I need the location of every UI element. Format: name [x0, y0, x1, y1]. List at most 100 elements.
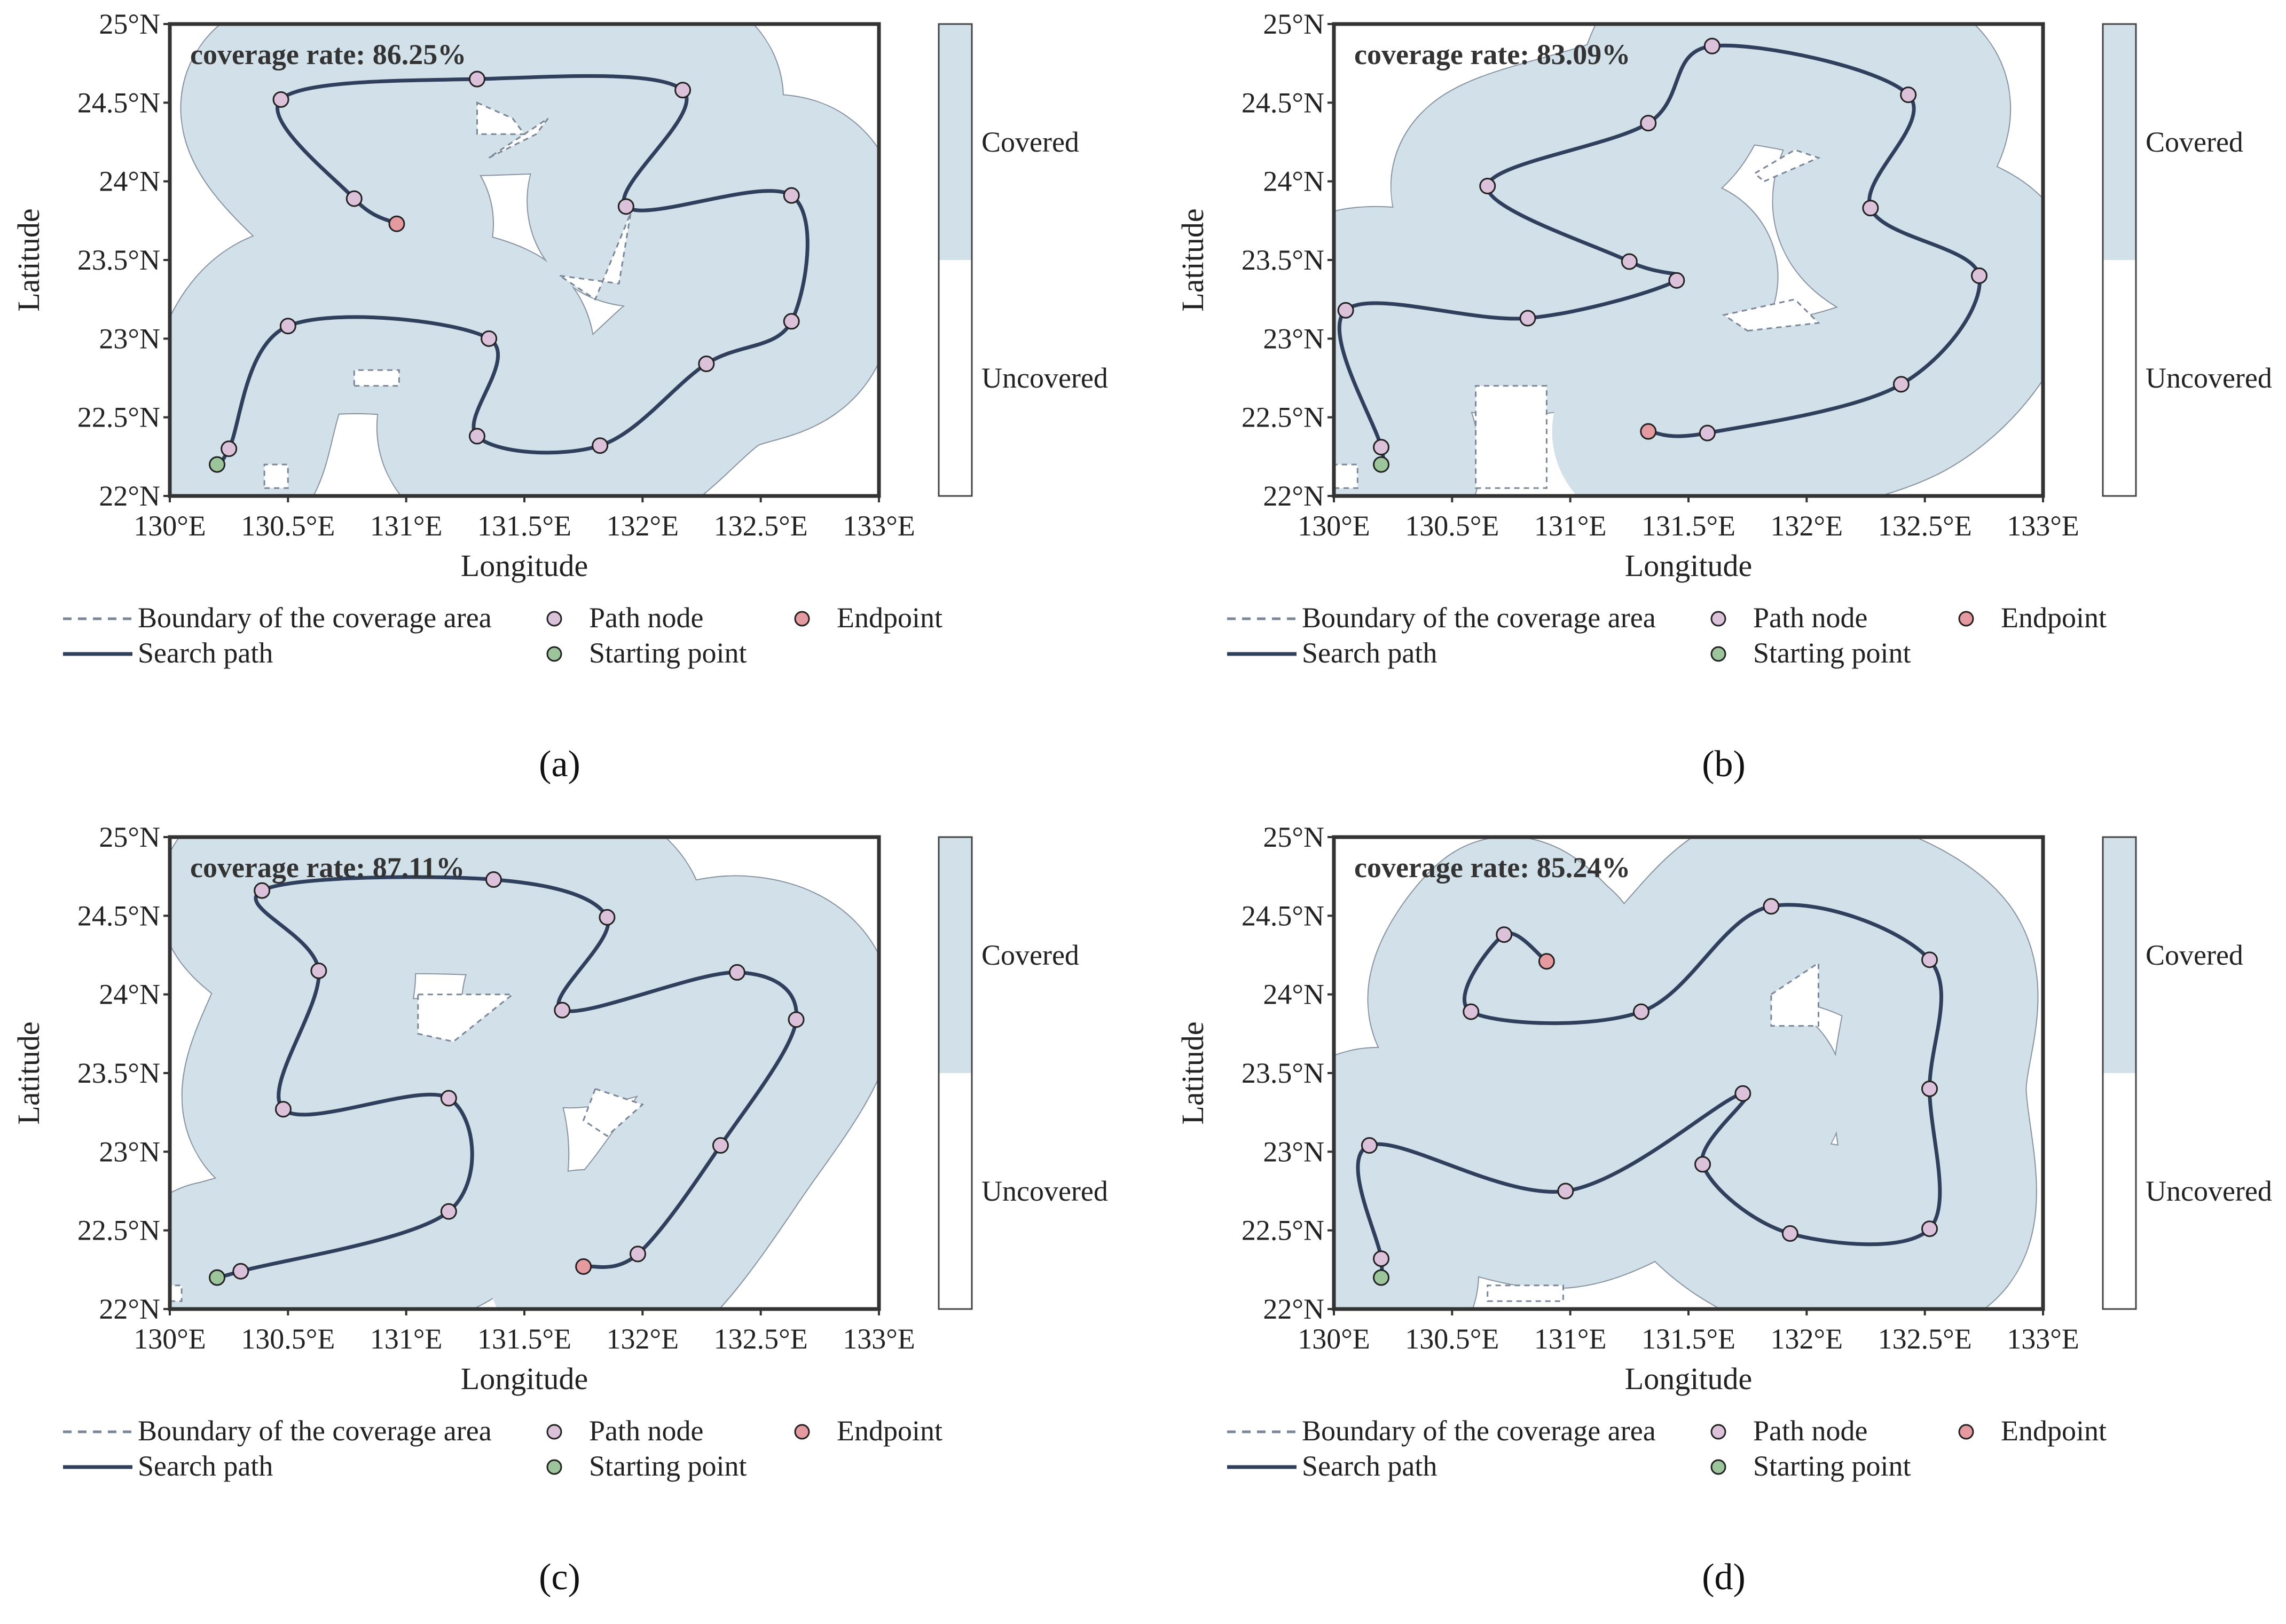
- path-node: [783, 187, 800, 204]
- legend-start-swatch: [546, 1459, 562, 1475]
- coverage-area: [1334, 24, 2043, 496]
- path-node: [1862, 200, 1879, 217]
- colorbar-frame: [2102, 23, 2137, 497]
- x-axis-label: Longitude: [1625, 548, 1752, 583]
- y-tick-label: 22°N: [1263, 1293, 1324, 1325]
- path-node: [1892, 376, 1910, 393]
- colorbar-label-covered: Covered: [2146, 126, 2243, 158]
- path-node: [345, 190, 363, 207]
- y-tick-label: 22°N: [99, 480, 160, 512]
- y-tick-label: 25°N: [99, 8, 160, 40]
- path-node: [1970, 267, 1988, 284]
- path-node: [279, 318, 296, 335]
- legend-search-path-label: Search path: [138, 1450, 273, 1482]
- legend-node-swatch: [1710, 611, 1726, 627]
- colorbar-covered: [2103, 24, 2136, 260]
- panel-c: coverage rate: 87.11% 130°E 130.5°E 131°E 13…: [11, 821, 1108, 1598]
- legend-starting-point-label: Starting point: [589, 1450, 747, 1482]
- path-node: [1900, 86, 1917, 104]
- path-node: [1479, 178, 1496, 195]
- plot-area: [170, 837, 879, 1309]
- colorbar-label-uncovered: Uncovered: [2146, 362, 2272, 394]
- path-node: [1703, 37, 1721, 54]
- endpoint-marker: [388, 215, 405, 232]
- colorbar-label-uncovered: Uncovered: [2146, 1175, 2272, 1207]
- subfigure-label: (a): [539, 744, 580, 785]
- x-tick-label: 132.5°E: [1878, 510, 1972, 542]
- starting-point-marker: [1373, 1269, 1390, 1286]
- x-tick-label: 130°E: [133, 1323, 206, 1355]
- path-node: [1734, 1085, 1751, 1102]
- y-tick-label: 23°N: [99, 322, 160, 354]
- path-node: [1361, 1137, 1378, 1154]
- uncovered-pocket: [417, 994, 515, 1043]
- legend-starting-point-label: Starting point: [589, 637, 747, 669]
- plot-area: [1334, 24, 2043, 496]
- legend-endpoint-swatch: [794, 1424, 810, 1440]
- starting-point-marker: [1373, 456, 1390, 473]
- plot-area: [170, 24, 879, 496]
- endpoint-marker: [575, 1258, 592, 1275]
- path-node: [698, 355, 715, 372]
- legend-endpoint-swatch: [1958, 611, 1974, 627]
- path-node: [674, 82, 692, 99]
- x-tick-label: 131°E: [1534, 1323, 1607, 1355]
- colorbar-uncovered: [2103, 260, 2136, 496]
- search-path-line: [215, 74, 810, 467]
- path-node: [274, 1101, 292, 1118]
- x-axis-label: Longitude: [461, 1361, 588, 1396]
- legend-boundary-label: Boundary of the coverage area: [138, 1415, 492, 1447]
- legend-boundary-label: Boundary of the coverage area: [1302, 1415, 1656, 1447]
- colorbar-label-covered: Covered: [981, 126, 1079, 158]
- starting-point-marker: [209, 456, 226, 473]
- y-tick-label: 22.5°N: [1242, 401, 1324, 433]
- uncovered-pocket: [582, 1087, 645, 1137]
- path-node: [440, 1203, 457, 1220]
- y-tick-label: 22.5°N: [77, 1215, 160, 1247]
- path-node: [1921, 1080, 1938, 1097]
- x-axis-label: Longitude: [1625, 1361, 1752, 1396]
- uncovered-pocket: [1770, 961, 1819, 1027]
- legend-path-node-label: Path node: [1753, 602, 1867, 634]
- x-tick-label: 133°E: [843, 510, 915, 542]
- y-tick-label: 22°N: [1263, 480, 1324, 512]
- subfigure-label: (c): [539, 1557, 580, 1598]
- path-node: [1632, 1003, 1649, 1020]
- x-tick-label: 130°E: [1298, 510, 1370, 542]
- y-tick-label: 25°N: [99, 821, 160, 853]
- path-node: [1921, 1220, 1938, 1237]
- uncovered-pocket: [1334, 463, 1358, 489]
- x-tick-label: 132.5°E: [714, 1323, 808, 1355]
- y-tick-label: 25°N: [1263, 821, 1324, 853]
- uncovered-pocket: [476, 101, 526, 135]
- x-tick-label: 131.5°E: [1641, 1323, 1735, 1355]
- path-node: [1694, 1156, 1711, 1173]
- colorbar-frame: [938, 836, 973, 1310]
- colorbar-label-uncovered: Uncovered: [981, 362, 1108, 394]
- y-tick-label: 24°N: [1263, 979, 1324, 1011]
- endpoint-marker: [1640, 423, 1657, 440]
- coverage-rate-label: coverage rate: 87.11%: [190, 852, 465, 884]
- x-tick-label: 132°E: [607, 1323, 679, 1355]
- y-tick-label: 23.5°N: [1242, 244, 1324, 276]
- x-tick-label: 130.5°E: [241, 510, 335, 542]
- coverage-area: [170, 837, 879, 1309]
- uncovered-pocket: [1753, 149, 1821, 183]
- colorbar-label-covered: Covered: [2146, 939, 2243, 971]
- uncovered-pocket: [353, 369, 400, 387]
- legend-search-path-label: Search path: [138, 637, 273, 669]
- x-tick-label: 131.5°E: [1641, 510, 1735, 542]
- x-tick-label: 130°E: [133, 510, 206, 542]
- x-tick-label: 130.5°E: [1405, 1323, 1499, 1355]
- coverage-rate-label: coverage rate: 83.09%: [1354, 38, 1630, 70]
- panel-d: coverage rate: 85.24% 130°E 130.5°E 131°E 13…: [1175, 821, 2272, 1598]
- path-node: [310, 962, 327, 979]
- y-tick-label: 24.5°N: [1242, 86, 1324, 119]
- path-node: [1668, 272, 1685, 289]
- path-node: [254, 882, 271, 899]
- y-axis-label: Latitude: [1175, 208, 1210, 311]
